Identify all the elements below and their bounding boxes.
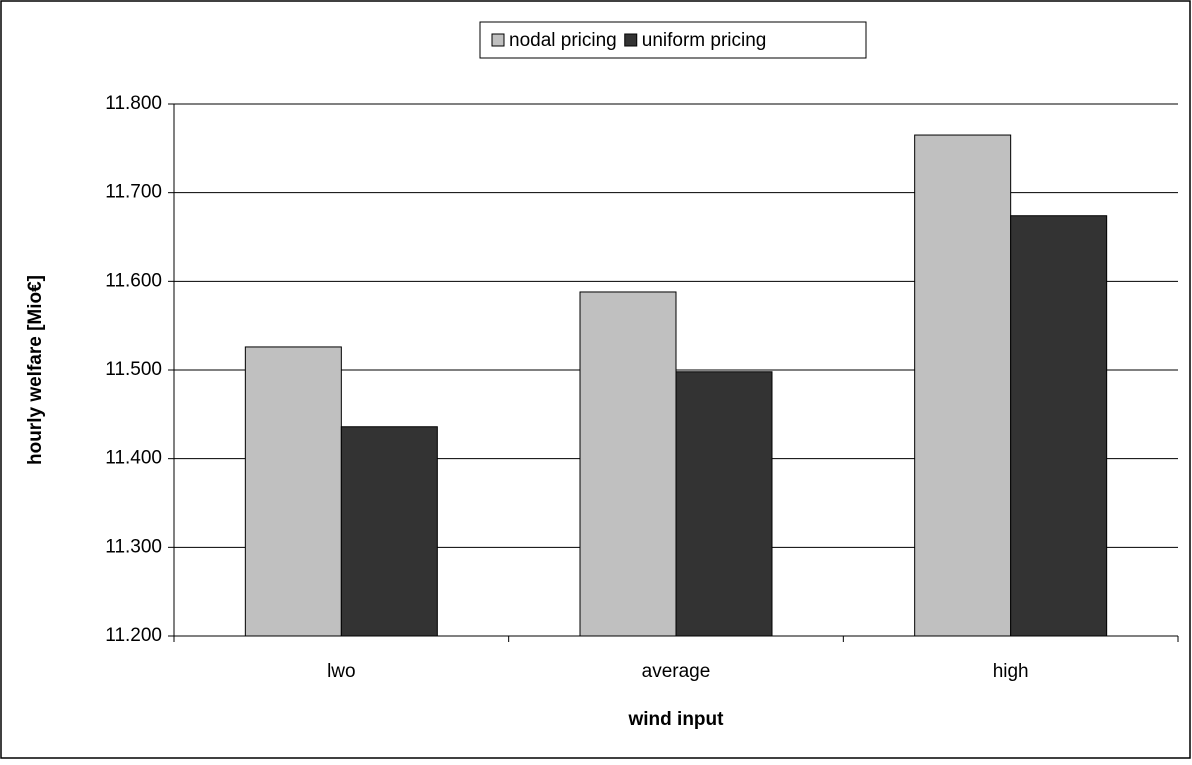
x-tick-label: average [642,661,711,682]
legend-box [479,21,867,59]
y-tick-label: 11.600 [105,270,162,291]
x-axis-label: wind input [628,709,725,730]
bar [1010,215,1108,637]
x-tick-label: lwo [327,661,356,682]
y-axis-label: hourly welfare [Mio€] [25,275,46,465]
y-tick-label: 11.300 [105,536,162,557]
bar [675,371,773,637]
bar [579,291,677,637]
legend-label: uniform pricing [642,30,767,51]
y-tick-label: 11.700 [105,182,162,203]
y-tick-label: 11.400 [105,448,162,469]
y-tick-label: 11.200 [105,625,162,646]
legend-swatch [491,33,505,47]
legend-label: nodal pricing [509,30,617,51]
bar [914,134,1012,637]
y-tick-label: 11.800 [105,93,162,114]
y-tick-label: 11.500 [105,359,162,380]
legend-swatch [624,33,638,47]
bar [340,426,438,637]
x-tick-label: high [993,661,1029,682]
bar [244,346,342,637]
